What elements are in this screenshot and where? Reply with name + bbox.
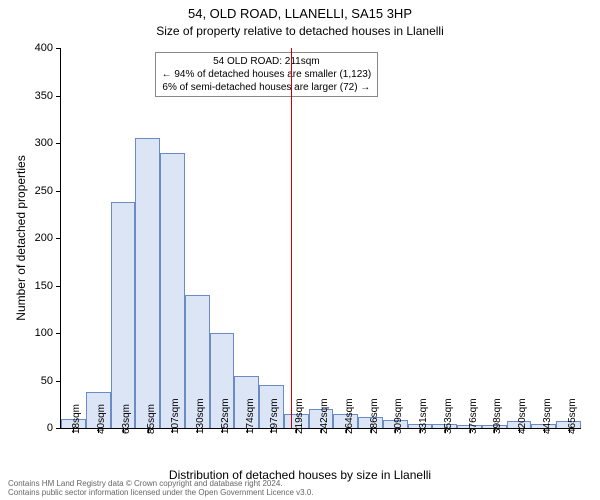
x-tick-label: 353sqm	[443, 398, 454, 434]
annotation-line-1: 54 OLD ROAD: 211sqm	[162, 55, 372, 68]
x-tick-label: 174sqm	[245, 398, 256, 434]
x-tick-label: 331sqm	[418, 398, 429, 434]
reference-line	[291, 48, 292, 428]
chart-subtitle: Size of property relative to detached ho…	[0, 24, 600, 38]
annotation-box: 54 OLD ROAD: 211sqm ← 94% of detached ho…	[155, 52, 379, 97]
y-tick-label: 50	[41, 375, 61, 387]
y-tick-label: 300	[35, 137, 61, 149]
x-tick-label: 219sqm	[294, 398, 305, 434]
histogram-bar	[135, 138, 160, 428]
y-tick-label: 400	[35, 42, 61, 54]
x-tick-label: 398sqm	[492, 398, 503, 434]
footer-line-2: Contains public sector information licen…	[8, 489, 314, 498]
x-tick-label: 18sqm	[71, 404, 82, 434]
y-axis-label: Number of detached properties	[14, 155, 28, 320]
y-tick-label: 150	[35, 280, 61, 292]
x-tick-label: 376sqm	[468, 398, 479, 434]
x-tick-label: 443sqm	[542, 398, 553, 434]
chart-title: 54, OLD ROAD, LLANELLI, SA15 3HP	[0, 6, 600, 21]
chart-container: { "title_main": "54, OLD ROAD, LLANELLI,…	[0, 0, 600, 500]
x-tick-label: 286sqm	[369, 398, 380, 434]
x-tick-label: 309sqm	[393, 398, 404, 434]
histogram-bar	[160, 153, 185, 429]
y-tick-label: 350	[35, 90, 61, 102]
x-tick-label: 197sqm	[269, 398, 280, 434]
x-tick-label: 420sqm	[517, 398, 528, 434]
x-tick-label: 63sqm	[121, 404, 132, 434]
plot-area: 54 OLD ROAD: 211sqm ← 94% of detached ho…	[60, 48, 581, 429]
y-tick-label: 250	[35, 185, 61, 197]
y-tick-label: 200	[35, 232, 61, 244]
y-tick-label: 0	[47, 422, 61, 434]
y-tick-label: 100	[35, 327, 61, 339]
x-tick-label: 242sqm	[319, 398, 330, 434]
x-tick-label: 107sqm	[170, 398, 181, 434]
x-tick-label: 152sqm	[220, 398, 231, 434]
footer-attribution: Contains HM Land Registry data © Crown c…	[8, 480, 314, 498]
annotation-line-3: 6% of semi-detached houses are larger (7…	[162, 81, 372, 94]
x-tick-label: 85sqm	[146, 404, 157, 434]
histogram-bar	[111, 202, 136, 428]
annotation-line-2: ← 94% of detached houses are smaller (1,…	[162, 68, 372, 81]
x-tick-label: 465sqm	[567, 398, 578, 434]
x-tick-label: 40sqm	[96, 404, 107, 434]
x-tick-label: 130sqm	[195, 398, 206, 434]
x-tick-label: 264sqm	[344, 398, 355, 434]
